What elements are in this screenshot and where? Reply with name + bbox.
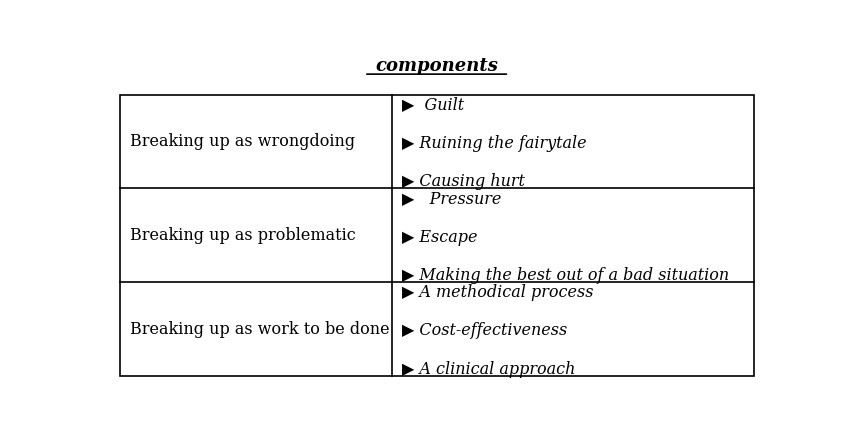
Text: Breaking up as wrongdoing: Breaking up as wrongdoing (130, 133, 354, 150)
Text: ▶ A methodical process: ▶ A methodical process (402, 284, 594, 301)
Text: ▶   Pressure: ▶ Pressure (402, 190, 502, 207)
Text: ▶ A clinical approach: ▶ A clinical approach (402, 361, 576, 378)
Text: Breaking up as work to be done: Breaking up as work to be done (130, 321, 389, 338)
Text: ▶ Ruining the fairytale: ▶ Ruining the fairytale (402, 135, 587, 152)
Text: ▶ Causing hurt: ▶ Causing hurt (402, 173, 525, 190)
Text: ▶ Escape: ▶ Escape (402, 228, 478, 246)
Text: components: components (375, 58, 498, 76)
Bar (119, 95, 754, 376)
Text: ▶ Cost-effectiveness: ▶ Cost-effectiveness (402, 322, 567, 339)
Text: ▶ Making the best out of a bad situation: ▶ Making the best out of a bad situation (402, 267, 729, 284)
Text: Breaking up as problematic: Breaking up as problematic (130, 227, 355, 244)
Text: ▶  Guilt: ▶ Guilt (402, 96, 464, 113)
